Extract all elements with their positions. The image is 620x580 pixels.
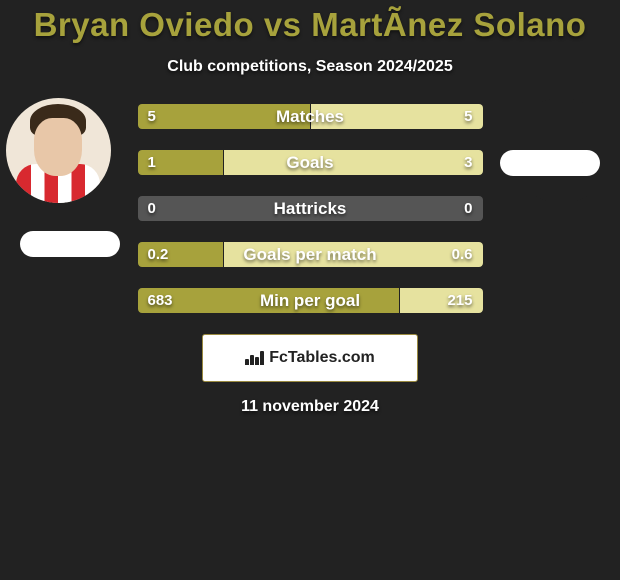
page-title: Bryan Oviedo vs MartÃ­nez Solano (0, 0, 620, 44)
player-a-avatar (6, 98, 111, 203)
stat-value-player-a: 683 (148, 288, 173, 313)
stat-row: Goals1 3 (138, 150, 483, 175)
stat-row: Hattricks0 0 (138, 196, 483, 221)
content-area: Matches5 5 Goals1 3 Hattricks0 0 Goals per mat… (0, 76, 620, 416)
player-a-name-chip (20, 231, 120, 257)
stat-label: Goals (138, 150, 483, 175)
stat-label: Min per goal (138, 288, 483, 313)
comparison-bars: Matches5 5 Goals1 3 Hattricks0 0 Goals per mat… (138, 104, 483, 313)
date-label: 11 november 2024 (0, 398, 620, 416)
player-b-name-chip (500, 150, 600, 176)
source-brand[interactable]: FcTables.com (202, 334, 418, 382)
stat-value-player-a: 1 (148, 150, 156, 175)
stat-value-player-b: 215 (447, 288, 472, 313)
stat-label: Matches (138, 104, 483, 129)
player-b-name: MartÃ­nez Solano (311, 6, 586, 43)
stat-label: Hattricks (138, 196, 483, 221)
stat-value-player-a: 0.2 (148, 242, 169, 267)
stat-value-player-b: 0.6 (452, 242, 473, 267)
stat-label: Goals per match (138, 242, 483, 267)
player-a-name: Bryan Oviedo (34, 6, 255, 43)
source-brand-label: FcTables.com (269, 349, 375, 367)
comparison-card: Bryan Oviedo vs MartÃ­nez Solano Club co… (0, 0, 620, 416)
stat-row: Matches5 5 (138, 104, 483, 129)
vs-label: vs (264, 6, 302, 43)
stat-value-player-a: 0 (148, 196, 156, 221)
stat-row: Min per goal683 215 (138, 288, 483, 313)
player-a-face-icon (34, 118, 82, 176)
stat-value-player-b: 5 (464, 104, 472, 129)
stat-row: Goals per match0.2 0.6 (138, 242, 483, 267)
subtitle: Club competitions, Season 2024/2025 (0, 58, 620, 76)
stat-value-player-b: 3 (464, 150, 472, 175)
bar-chart-icon (245, 351, 263, 365)
stat-value-player-a: 5 (148, 104, 156, 129)
stat-value-player-b: 0 (464, 196, 472, 221)
